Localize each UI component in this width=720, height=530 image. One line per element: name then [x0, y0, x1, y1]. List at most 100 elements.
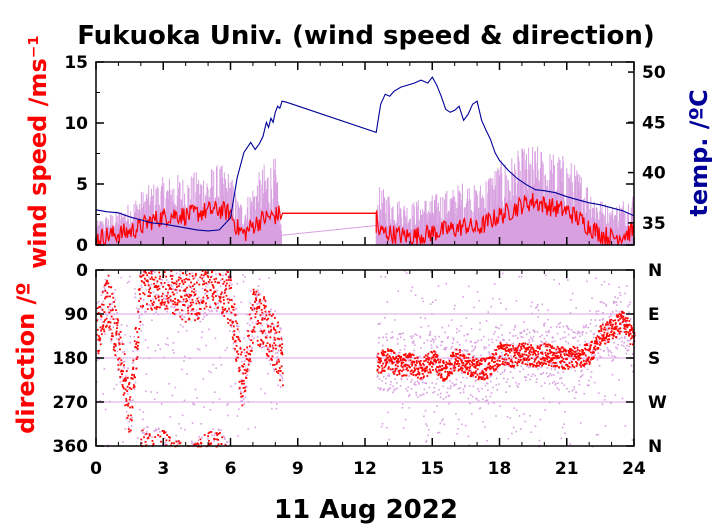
direction-mean-point: [227, 301, 230, 304]
direction-gust-point: [456, 328, 458, 330]
direction-mean-point: [609, 319, 611, 322]
direction-mean-point: [515, 351, 518, 353]
direction-gust-point: [445, 396, 447, 399]
direction-gust-point: [376, 359, 379, 362]
direction-gust-point: [478, 390, 480, 393]
direction-gust-point: [546, 354, 548, 356]
direction-gust-point: [187, 304, 190, 307]
direction-gust-point: [384, 276, 387, 278]
direction-gust-point: [572, 337, 575, 339]
direction-mean-point: [180, 309, 183, 312]
direction-gust-point: [256, 295, 258, 298]
direction-gust-point: [204, 293, 206, 295]
direction-mean-point: [97, 350, 99, 352]
direction-gust-point: [181, 414, 184, 417]
direction-mean-point: [264, 299, 267, 302]
direction-mean-point: [105, 281, 108, 284]
direction-mean-point: [109, 328, 112, 331]
direction-mean-point: [498, 347, 500, 350]
direction-mean-point: [539, 362, 542, 365]
direction-gust-point: [515, 409, 518, 411]
direction-gust-point: [546, 375, 549, 378]
direction-mean-point: [584, 354, 587, 357]
direction-gust-point: [155, 311, 158, 314]
direction-mean-point: [479, 376, 482, 379]
direction-gust-point: [515, 381, 517, 384]
direction-mean-point: [503, 363, 506, 366]
direction-mean-point: [195, 281, 198, 284]
direction-mean-point: [129, 406, 131, 409]
direction-gust-point: [484, 384, 487, 387]
direction-mean-point: [232, 338, 235, 341]
direction-gust-point: [543, 323, 545, 326]
direction-gust-point: [514, 334, 517, 337]
direction-mean-point: [480, 359, 483, 362]
direction-mean-point: [151, 308, 153, 311]
direction-gust-point: [590, 371, 593, 373]
direction-mean-point: [437, 374, 440, 377]
direction-mean-point: [276, 361, 279, 364]
direction-mean-point: [143, 436, 145, 439]
direction-gust-point: [498, 383, 500, 385]
direction-mean-point: [223, 280, 226, 283]
temperature-tick-label: 50: [642, 63, 666, 83]
direction-mean-point: [484, 358, 487, 361]
direction-gust-point: [520, 335, 523, 338]
direction-mean-point: [466, 373, 469, 375]
direction-gust-point: [129, 341, 131, 344]
direction-mean-point: [220, 291, 223, 294]
direction-gust-point: [235, 341, 237, 344]
direction-mean-point: [150, 299, 152, 302]
direction-gust-point: [607, 325, 609, 327]
direction-mean-point: [133, 340, 136, 343]
direction-gust-point: [503, 359, 506, 362]
direction-mean-point: [499, 345, 502, 348]
direction-mean-point: [218, 299, 221, 302]
direction-gust-point: [579, 344, 581, 346]
direction-mean-point: [462, 361, 465, 364]
direction-mean-point: [554, 361, 557, 364]
direction-gust-point: [121, 351, 124, 353]
direction-gust-point: [568, 390, 570, 393]
direction-mean-point: [238, 370, 240, 373]
direction-mean-point: [397, 354, 400, 357]
direction-gust-point: [163, 437, 166, 439]
direction-mean-point: [466, 360, 469, 362]
direction-mean-point: [495, 368, 498, 370]
direction-mean-point: [487, 357, 490, 360]
direction-mean-point: [191, 285, 194, 287]
direction-gust-point: [571, 355, 574, 357]
direction-gust-point: [112, 326, 115, 328]
direction-gust-point: [403, 338, 406, 341]
direction-mean-point: [427, 371, 430, 374]
direction-mean-point: [130, 414, 132, 417]
direction-gust-point: [124, 428, 127, 430]
direction-mean-point: [618, 327, 621, 330]
direction-gust-point: [579, 335, 581, 338]
direction-gust-point: [229, 385, 232, 388]
direction-mean-point: [153, 278, 156, 281]
direction-mean-point: [109, 295, 112, 298]
direction-gust-point: [146, 431, 148, 433]
direction-mean-point: [503, 354, 506, 356]
direction-gust-point: [505, 391, 507, 393]
direction-mean-point: [551, 359, 554, 361]
direction-mean-point: [410, 356, 412, 359]
direction-gust-point: [442, 385, 445, 388]
direction-mean-point: [104, 283, 107, 286]
direction-gust-point: [621, 340, 623, 343]
direction-mean-point: [408, 356, 410, 359]
direction-gust-point: [201, 279, 204, 282]
direction-gust-point: [613, 355, 616, 358]
direction-gust-point: [127, 388, 130, 391]
direction-mean-point: [434, 353, 437, 355]
direction-gust-point: [465, 317, 468, 320]
direction-mean-point: [570, 355, 573, 358]
direction-gust-point: [202, 378, 205, 380]
direction-gust-point: [133, 288, 136, 290]
direction-mean-point: [422, 363, 425, 366]
direction-gust-point: [122, 361, 125, 363]
direction-mean-point: [246, 358, 249, 361]
direction-gust-point: [493, 283, 496, 285]
